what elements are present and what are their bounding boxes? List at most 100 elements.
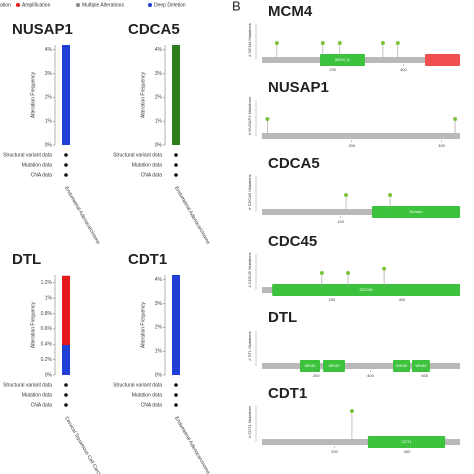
- legend-dot: [148, 3, 152, 7]
- legend-dot: [76, 3, 80, 7]
- domain: [367, 436, 446, 448]
- data-row-dot: [64, 393, 68, 397]
- y-tick-label: 0.4%: [41, 342, 53, 348]
- data-row-dot: [174, 153, 178, 157]
- gene-title: CDT1: [268, 385, 307, 402]
- y-tick-label: 4%: [155, 47, 163, 53]
- data-row-dot: [64, 403, 68, 407]
- y-tick-label: 0%: [155, 372, 163, 378]
- y-tick-label: 0%: [45, 142, 53, 148]
- y-axis-label: Alteration Frequency: [140, 71, 146, 118]
- domain: [393, 360, 411, 372]
- domain-label: WD40: [304, 363, 316, 368]
- lollipop-head: [320, 41, 325, 45]
- domain-label: CDT1: [401, 439, 412, 444]
- data-row-dot: [64, 163, 68, 167]
- y-tick-label: 0.8%: [41, 311, 53, 317]
- chart-title: NUSAP1: [12, 21, 73, 38]
- legend-label: Deep Deletion: [154, 2, 186, 8]
- backbone: [262, 209, 460, 215]
- data-row-dot: [64, 383, 68, 387]
- x-tick-label: 400: [400, 67, 407, 72]
- x-tick-label: 200: [348, 143, 355, 148]
- x-tick-label: 200: [329, 297, 336, 302]
- x-tick-label: Endometrial Adenocarcinoma: [173, 416, 211, 474]
- data-row-dot: [174, 393, 178, 397]
- panel-label: B: [232, 0, 241, 13]
- y-axis-label: # MCM4 Mutations: [247, 23, 252, 57]
- y-tick-label: 3%: [155, 71, 163, 77]
- data-row-label: Structural variant data: [113, 152, 162, 158]
- gene-title: MCM4: [268, 3, 313, 20]
- backbone: [262, 363, 460, 369]
- data-row-label: Structural variant data: [113, 382, 162, 388]
- domain: [272, 284, 460, 296]
- legend-dot: [16, 3, 20, 7]
- backbone: [262, 439, 460, 445]
- y-tick-label: 1%: [155, 119, 163, 125]
- lollipop-head: [346, 271, 351, 275]
- lollipop-head: [319, 271, 324, 275]
- lollipop-head: [395, 41, 400, 45]
- lollipop-head: [337, 41, 342, 45]
- domain-label: WD40: [415, 363, 427, 368]
- y-tick-label: 1%: [45, 295, 53, 301]
- x-tick-label: 400: [404, 449, 411, 454]
- y-tick-label: 1%: [45, 119, 53, 125]
- legend-label: Multiple Alterations: [82, 2, 124, 8]
- data-row-label: CNA data: [31, 402, 53, 408]
- data-row-dot: [174, 383, 178, 387]
- y-axis-label: Alteration Frequency: [30, 301, 36, 348]
- data-row-label: Mutation data: [132, 392, 163, 398]
- y-tick-label: 0.6%: [41, 326, 53, 332]
- y-tick-label: 2%: [45, 95, 53, 101]
- domain: [424, 54, 460, 66]
- lollipop-head: [344, 193, 349, 197]
- bar-segment: [62, 275, 70, 345]
- gene-title: CDC45: [268, 233, 317, 250]
- data-row-dot: [174, 403, 178, 407]
- lollipop-head: [380, 41, 385, 45]
- y-axis-label: Alteration Frequency: [30, 71, 36, 118]
- y-tick-label: 0.2%: [41, 357, 53, 363]
- y-tick-label: 1.2%: [41, 280, 53, 286]
- data-row-label: CNA data: [31, 172, 53, 178]
- bar-segment: [62, 345, 70, 375]
- y-tick-label: 0%: [155, 142, 163, 148]
- y-tick-label: 0%: [45, 372, 53, 378]
- data-row-label: CNA data: [141, 172, 163, 178]
- domain: [299, 360, 321, 372]
- data-row-label: Mutation data: [132, 162, 163, 168]
- y-tick-label: 2%: [155, 95, 163, 101]
- domain-label: CDC45: [360, 287, 374, 292]
- bar-segment: [172, 45, 180, 145]
- legend-label: Amplification: [22, 2, 51, 8]
- bar-segment: [172, 275, 180, 375]
- domain-label: WD40: [396, 363, 408, 368]
- y-axis-label: # CDCA5 Mutations: [247, 174, 252, 209]
- y-axis-label: # CDT1 Mutations: [247, 406, 252, 438]
- x-tick-label: Endometrial Adenocarcinoma: [173, 186, 211, 246]
- gene-title: CDCA5: [268, 155, 320, 172]
- data-row-label: Mutation data: [22, 392, 53, 398]
- domain-label: MCM_N: [335, 57, 350, 62]
- gene-title: NUSAP1: [268, 79, 329, 96]
- chart-title: DTL: [12, 251, 41, 268]
- data-row-label: CNA data: [141, 402, 163, 408]
- y-tick-label: 1%: [155, 349, 163, 355]
- data-row-dot: [174, 173, 178, 177]
- lollipop-head: [388, 193, 393, 197]
- x-tick-label: Endometrial Adenocarcinoma: [63, 186, 101, 246]
- data-row-label: Structural variant data: [3, 382, 52, 388]
- chart-title: CDCA5: [128, 21, 180, 38]
- domain-label: Sororin: [410, 209, 423, 214]
- y-axis-label: Alteration Frequency: [140, 301, 146, 348]
- x-tick-label: 400: [438, 143, 445, 148]
- x-tick-label: 200: [331, 449, 338, 454]
- x-tick-label: 100: [337, 219, 344, 224]
- data-row-dot: [174, 163, 178, 167]
- y-tick-label: 4%: [45, 47, 53, 53]
- domain-label: WD40: [328, 363, 340, 368]
- x-tick-label: 600: [421, 373, 428, 378]
